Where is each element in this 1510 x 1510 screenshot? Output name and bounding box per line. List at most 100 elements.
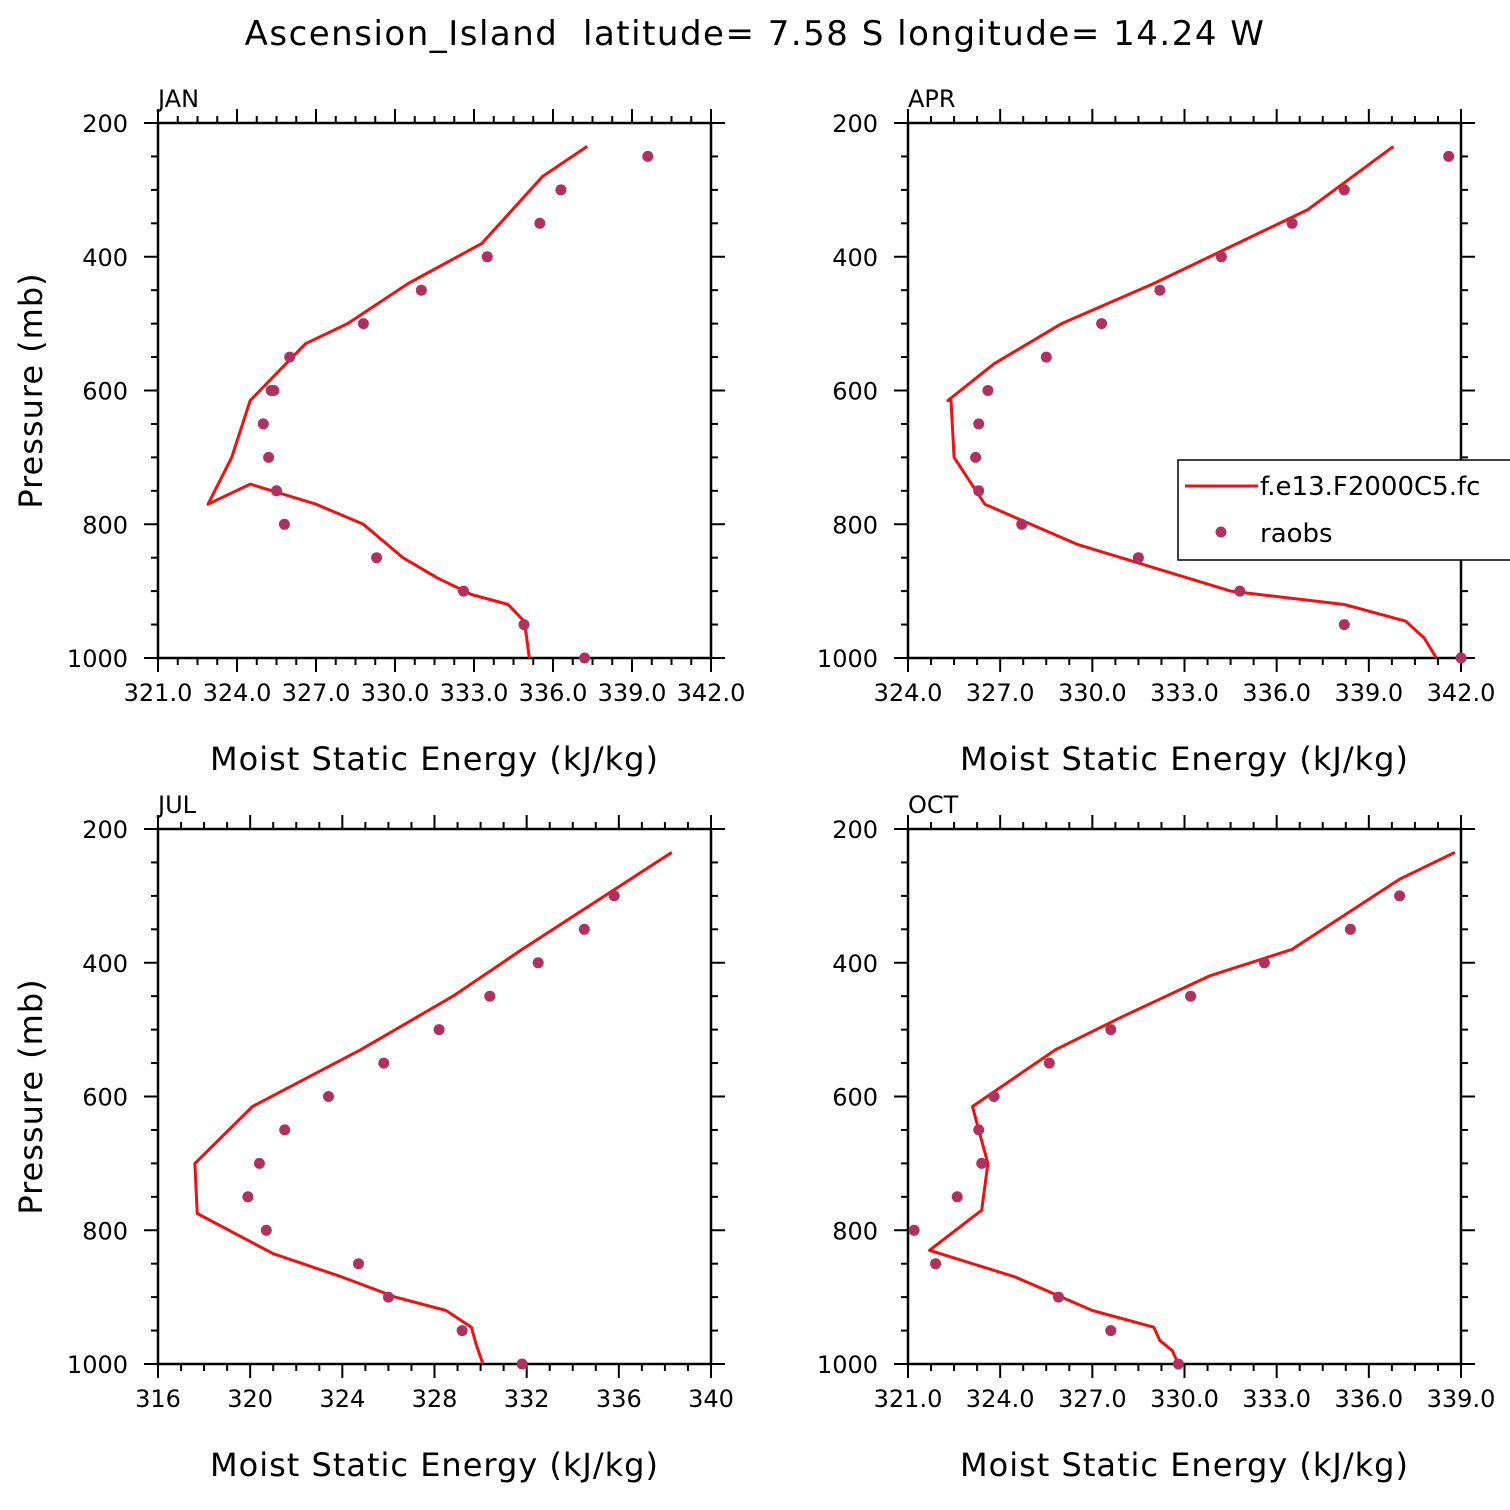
raobs-point bbox=[1338, 184, 1350, 196]
raobs-point bbox=[1185, 990, 1197, 1002]
raobs-point bbox=[1234, 585, 1246, 597]
x-tick-label: 333.0 bbox=[1242, 1385, 1311, 1413]
panel-oct: 321.0 324.0 327.0 330.0 333.0 336.0 339.0 200 40… bbox=[817, 791, 1495, 1484]
x-tick-label: 342.0 bbox=[1427, 679, 1496, 707]
x-axis-label: Moist Static Energy (kJ/kg) bbox=[960, 740, 1409, 778]
raobs-point bbox=[458, 585, 469, 597]
legend-obs-dot bbox=[1215, 526, 1227, 538]
raobs-point bbox=[976, 1157, 988, 1169]
y-tick-label: 800 bbox=[82, 1217, 128, 1245]
model-profile-line bbox=[193, 851, 673, 1364]
x-tick-label: 333.0 bbox=[1150, 679, 1219, 707]
raobs-point bbox=[1096, 318, 1108, 330]
figure-title: Ascension_Island latitude= 7.58 S longit… bbox=[245, 14, 1266, 54]
raobs-point bbox=[481, 251, 493, 263]
panel-label-jan: JAN bbox=[156, 85, 199, 113]
raobs-point bbox=[930, 1258, 942, 1270]
raobs-point bbox=[271, 485, 282, 497]
x-tick-label: 339.0 bbox=[1334, 679, 1403, 707]
y-tick-label: 400 bbox=[832, 950, 878, 978]
x-tick-label: 332 bbox=[504, 1385, 550, 1413]
raobs-point bbox=[516, 1358, 528, 1370]
raobs-point bbox=[279, 1124, 291, 1136]
raobs-point bbox=[951, 1191, 963, 1203]
x-tick-label: 336.0 bbox=[519, 679, 588, 707]
raobs-point bbox=[908, 1224, 920, 1236]
raobs-point bbox=[382, 1291, 394, 1303]
raobs-point bbox=[973, 1124, 985, 1136]
model-profile-line bbox=[946, 145, 1438, 658]
raobs-point bbox=[456, 1325, 468, 1337]
raobs-point bbox=[534, 217, 546, 229]
x-tick-label: 320 bbox=[227, 1385, 273, 1413]
y-tick-label: 600 bbox=[832, 1084, 878, 1112]
x-tick-label: 342.0 bbox=[677, 679, 746, 707]
raobs-point bbox=[970, 451, 982, 463]
raobs-point bbox=[278, 518, 290, 530]
raobs-point bbox=[1132, 552, 1144, 564]
raobs-point bbox=[253, 1157, 265, 1169]
x-tick-label: 316 bbox=[135, 1385, 181, 1413]
y-tick-label: 200 bbox=[832, 816, 878, 844]
y-tick-label: 200 bbox=[82, 816, 128, 844]
x-tick-label: 333.0 bbox=[440, 679, 509, 707]
panel-jul: 316 320 324 328 332 336 340 200 400 600 800 1000 JUL… bbox=[12, 791, 734, 1484]
raobs-point bbox=[1286, 217, 1298, 229]
raobs-point bbox=[257, 418, 269, 430]
y-tick-label: 200 bbox=[832, 110, 878, 138]
legend: f.e13.F2000C5.fc raobs bbox=[1177, 459, 1510, 561]
raobs-point bbox=[415, 284, 427, 296]
raobs-point bbox=[484, 990, 496, 1002]
panels-group: 321.0 324.0 327.0 330.0 333.0 336.0 339.0 342.0… bbox=[12, 85, 1495, 1484]
y-tick-label: 600 bbox=[82, 1084, 128, 1112]
raobs-point bbox=[433, 1024, 445, 1036]
raobs-point bbox=[1258, 957, 1270, 969]
y-tick-label: 400 bbox=[82, 950, 128, 978]
x-tick-label: 336.0 bbox=[1334, 1385, 1403, 1413]
raobs-point bbox=[1105, 1024, 1117, 1036]
y-tick-label: 200 bbox=[82, 110, 128, 138]
y-tick-label: 400 bbox=[82, 244, 128, 272]
y-axis-label: Pressure (mb) bbox=[12, 978, 50, 1214]
raobs-point bbox=[1105, 1325, 1117, 1337]
raobs-point bbox=[268, 385, 280, 396]
raobs-point bbox=[1043, 1057, 1055, 1069]
raobs-point bbox=[1455, 652, 1467, 664]
x-tick-label: 327.0 bbox=[1058, 1385, 1127, 1413]
y-tick-label: 400 bbox=[832, 244, 878, 272]
model-profile-line bbox=[206, 145, 589, 658]
raobs-point bbox=[518, 619, 530, 631]
y-axis-label: Pressure (mb) bbox=[12, 272, 50, 508]
x-tick-label: 324.0 bbox=[966, 1385, 1035, 1413]
raobs-point bbox=[284, 351, 296, 363]
y-tick-label: 600 bbox=[82, 378, 128, 406]
panel-apr: 324.0 327.0 330.0 333.0 336.0 339.0 342.0 200 40… bbox=[817, 85, 1495, 778]
raobs-point bbox=[260, 1224, 272, 1236]
raobs-point bbox=[642, 150, 654, 162]
x-tick-label: 327.0 bbox=[282, 679, 351, 707]
raobs-point bbox=[1394, 890, 1406, 902]
y-tick-label: 800 bbox=[832, 511, 878, 539]
raobs-point bbox=[1154, 284, 1166, 296]
x-tick-label: 336 bbox=[596, 1385, 642, 1413]
raobs-point bbox=[378, 1057, 390, 1069]
raobs-point bbox=[1172, 1358, 1184, 1370]
raobs-point bbox=[1443, 150, 1455, 162]
x-tick-label: 330.0 bbox=[1150, 1385, 1219, 1413]
raobs-point bbox=[1344, 923, 1356, 935]
x-tick-label: 340 bbox=[688, 1385, 734, 1413]
y-tick-label: 1000 bbox=[67, 645, 128, 673]
raobs-point bbox=[353, 1258, 364, 1270]
raobs-point bbox=[1338, 619, 1350, 631]
panel-label-oct: OCT bbox=[908, 791, 959, 819]
x-axis-label: Moist Static Energy (kJ/kg) bbox=[960, 1446, 1409, 1484]
raobs-point bbox=[263, 451, 275, 463]
x-tick-label: 330.0 bbox=[361, 679, 430, 707]
x-tick-label: 339.0 bbox=[598, 679, 667, 707]
model-profile-line bbox=[928, 851, 1456, 1364]
x-tick-label: 339.0 bbox=[1427, 1385, 1496, 1413]
y-tick-label: 1000 bbox=[67, 1351, 128, 1379]
x-tick-label: 321.0 bbox=[124, 679, 193, 707]
y-tick-label: 600 bbox=[832, 378, 878, 406]
raobs-point bbox=[579, 652, 591, 664]
